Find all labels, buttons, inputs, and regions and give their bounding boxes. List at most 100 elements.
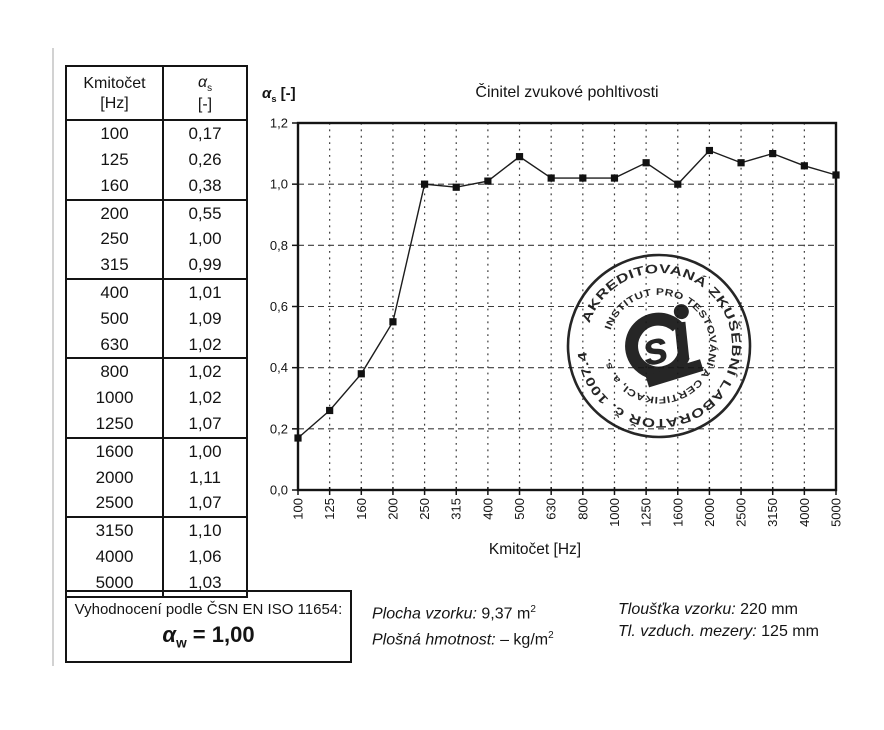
- table-row: 1000 1,02: [66, 385, 247, 412]
- y-tick-label: 0,2: [270, 421, 288, 436]
- data-point: [389, 318, 397, 326]
- x-tick-label: 630: [544, 498, 559, 520]
- table-row: 1250 1,07: [66, 411, 247, 438]
- data-point: [769, 149, 777, 158]
- alpha-column-header: αs [-]: [163, 66, 247, 122]
- stamp-outer-circle: [566, 253, 752, 439]
- data-line: [297, 149, 837, 439]
- x-axis-label: Kmitočet [Hz]: [488, 541, 582, 558]
- x-tick-label: 1250: [639, 498, 654, 527]
- x-tick-label: 800: [575, 498, 590, 520]
- x-tick-label: 400: [480, 498, 495, 520]
- table-row: 630 1,02: [66, 331, 247, 359]
- surface-mass-row: Plošná hmotnost: – kg/m2: [372, 630, 554, 649]
- x-tick-label: 200: [385, 498, 400, 520]
- table-row: 2500 1,07: [66, 490, 247, 518]
- x-tick-label: 1000: [607, 498, 622, 527]
- table-row: 125 0,26: [66, 147, 247, 173]
- data-point: [547, 174, 555, 182]
- alpha-cell: 0,99: [188, 255, 222, 275]
- x-tick-label: 315: [449, 498, 464, 520]
- sample-info-right: Tloušťka vzorku: 220 mm Tl. vzduch. meze…: [618, 599, 819, 643]
- freq-cell: 100: [66, 120, 164, 148]
- x-tick-label: 4000: [797, 498, 812, 527]
- freq-cell: 200: [66, 198, 164, 227]
- table-row: 100 0,17: [66, 120, 247, 148]
- sample-thickness-row: Tloušťka vzorku: 220 mm: [618, 601, 798, 618]
- data-point: [294, 434, 302, 442]
- absorption-table: Kmitočet [Hz] αs [-] 100 0,17 125 0,26 160 0,…: [65, 65, 248, 598]
- freq-cell: 500: [66, 305, 164, 332]
- freq-cell: 160: [66, 172, 164, 200]
- x-tick-label: 500: [512, 498, 527, 520]
- plot-layer: 0,0 0,2 0,4 0,6 0,8 1,0 1,2 100 125 160 200 250 315 4…: [270, 116, 844, 527]
- x-tick-label: 2500: [734, 498, 749, 527]
- y-axis-label: αs [-]: [262, 85, 296, 104]
- table-row: 2000 1,11: [66, 464, 247, 491]
- alpha-cell: 0,55: [163, 198, 247, 227]
- table-row: 160 0,38: [66, 172, 247, 200]
- alpha-cell: 0,26: [188, 149, 222, 169]
- freq-cell: 315: [66, 252, 164, 280]
- table-row: 500 1,09: [66, 305, 247, 332]
- alpha-cell: 1,02: [188, 334, 222, 354]
- data-point: [452, 183, 460, 191]
- alpha-cell: 1,02: [188, 388, 222, 408]
- table-row: 1600 1,00: [66, 436, 247, 465]
- alpha-cell: 1,07: [188, 493, 222, 513]
- alpha-cell: 1,00: [188, 229, 222, 249]
- alpha-w-result: αw = 1,00: [162, 622, 255, 651]
- data-point: [484, 177, 492, 185]
- data-point: [326, 406, 334, 415]
- freq-header-unit: [Hz]: [100, 94, 129, 112]
- freq-cell: 1600: [66, 436, 164, 465]
- freq-cell: 2000: [66, 464, 164, 491]
- table-row: 315 0,99: [66, 252, 247, 280]
- table-header: Kmitočet [Hz] αs [-]: [66, 66, 247, 122]
- x-tick-label: 2000: [702, 498, 717, 527]
- data-point: [832, 171, 840, 179]
- x-tick-label: 1600: [670, 498, 685, 527]
- air-gap-row: Tl. vzduch. mezery: 125 mm: [618, 623, 819, 640]
- x-tick-label: 100: [291, 498, 306, 520]
- chart-title: Činitel zvukové pohltivosti: [475, 84, 659, 101]
- x-tick-label: 160: [354, 498, 369, 520]
- y-tick-label: 0,8: [270, 238, 288, 253]
- alpha-cell: 1,11: [189, 467, 221, 487]
- x-tick-label: 250: [417, 498, 432, 520]
- alpha-cell: 1,01: [163, 278, 247, 306]
- evaluation-standard-text: Vyhodnocení podle ČSN EN ISO 11654:: [74, 601, 343, 618]
- freq-cell: 250: [66, 226, 164, 253]
- absorption-chart: 0,0 0,2 0,4 0,6 0,8 1,0 1,2 100 125 160 200 250 315 4…: [270, 116, 844, 527]
- freq-cell: 4000: [66, 544, 164, 570]
- freq-cell: 1250: [66, 411, 164, 438]
- data-point: [674, 180, 682, 188]
- alpha-header-unit: [-]: [197, 96, 213, 114]
- table-row: 3150 1,10: [66, 516, 247, 545]
- y-tick-label: 0,0: [270, 483, 288, 498]
- alpha-cell: 1,06: [188, 546, 222, 566]
- table-row: 4000 1,06: [66, 544, 247, 570]
- freq-cell: 800: [66, 357, 164, 386]
- freq-cell: 5000: [66, 569, 164, 597]
- alpha-header-title: αs: [197, 74, 213, 95]
- y-tick-label: 1,2: [270, 116, 288, 131]
- alpha-cell: 1,07: [188, 413, 222, 433]
- x-tick-label: 125: [322, 498, 337, 520]
- accreditation-stamp: AKREDITOVANÁ ZKUŠEBNÍ LABORATOŘ č. 1007.…: [553, 240, 766, 453]
- freq-header-title: Kmitočet: [83, 75, 146, 93]
- data-point: [357, 370, 365, 378]
- table-row: 5000 1,03: [66, 569, 247, 597]
- alpha-cell: 1,09: [188, 308, 222, 328]
- data-point: [800, 162, 808, 170]
- data-point: [642, 159, 650, 167]
- y-tick-label: 0,4: [270, 360, 288, 375]
- freq-cell: 400: [66, 278, 164, 306]
- table-row: 200 0,55: [66, 198, 247, 227]
- x-tick-label: 5000: [829, 498, 844, 527]
- sample-area-row: Plocha vzorku: 9,37 m2: [372, 604, 536, 623]
- y-tick-label: 0,6: [270, 299, 288, 314]
- data-point: [515, 153, 524, 161]
- freq-cell: 125: [66, 147, 164, 173]
